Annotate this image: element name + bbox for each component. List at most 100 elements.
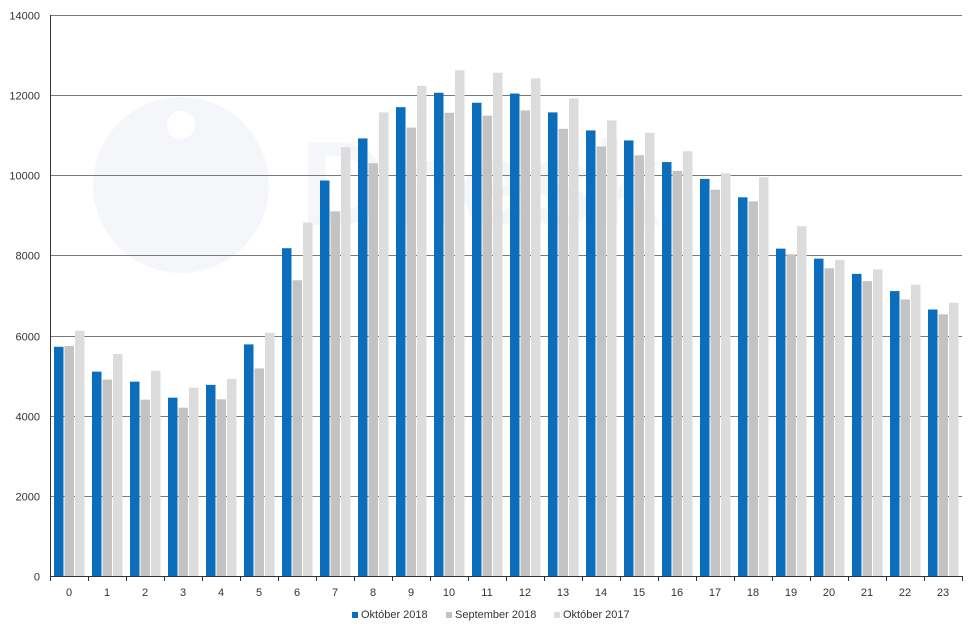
- bar: [786, 254, 796, 577]
- bars: [54, 70, 959, 577]
- bar: [928, 309, 938, 576]
- bar: [710, 189, 720, 576]
- bar: [738, 197, 748, 576]
- bar: [558, 128, 568, 577]
- bar: [890, 291, 900, 576]
- bar: [417, 85, 427, 577]
- x-tick-label: 22: [899, 587, 911, 599]
- bar: [292, 280, 302, 576]
- axes: [50, 15, 963, 581]
- legend-swatch: [554, 612, 560, 618]
- x-tick-label: 23: [937, 587, 949, 599]
- bar: [64, 345, 74, 576]
- bar: [938, 314, 948, 576]
- x-axis-tick-labels: 0 1 2 3 4 5 6 7 8 9 10 11 12 13 14 15 16 17 18 19 20 21 22 23: [66, 587, 949, 599]
- bar: [482, 115, 492, 576]
- legend: Október 2018 September 2018 Október 2017: [352, 609, 630, 621]
- bar: [683, 151, 693, 577]
- y-axis-tick-labels: 0 2000 4000 6000 8000 10000 12000 14000: [9, 11, 40, 584]
- bar: [624, 140, 634, 577]
- legend-label: Október 2018: [361, 609, 428, 621]
- y-tick-label: 6000: [16, 332, 40, 344]
- x-tick-label: 12: [519, 587, 531, 599]
- x-tick-label: 6: [294, 587, 300, 599]
- bar: [303, 222, 313, 576]
- bar: [596, 146, 606, 576]
- bar: [244, 344, 254, 576]
- bar: [102, 379, 112, 576]
- bar: [320, 180, 330, 576]
- bar: [54, 346, 64, 576]
- bar: [797, 226, 807, 576]
- bar: [852, 273, 862, 576]
- x-tick-label: 19: [785, 587, 797, 599]
- bar: [358, 138, 368, 577]
- bar: [368, 163, 378, 576]
- bar: [634, 155, 644, 576]
- bar: [472, 102, 482, 576]
- bar: [396, 107, 406, 576]
- x-tick-label: 4: [218, 587, 224, 599]
- bar: [520, 110, 530, 577]
- bar: [282, 248, 292, 576]
- y-tick-label: 0: [34, 572, 40, 584]
- bar: [672, 170, 682, 576]
- y-tick-label: 4000: [16, 412, 40, 424]
- gridlines: [50, 15, 962, 497]
- x-tick-label: 16: [671, 587, 683, 599]
- bar: [178, 407, 188, 576]
- bar: [227, 378, 237, 576]
- bar: [721, 173, 731, 576]
- bar: [607, 120, 617, 576]
- x-tick-label: 0: [66, 587, 72, 599]
- bar: [900, 299, 910, 576]
- bar: [130, 381, 140, 576]
- y-tick-label: 10000: [9, 171, 40, 183]
- bar: [151, 370, 161, 576]
- x-tick-label: 17: [709, 587, 721, 599]
- x-tick-label: 9: [408, 587, 414, 599]
- bar: [748, 201, 758, 576]
- bar: [341, 147, 351, 577]
- bar: [75, 330, 85, 576]
- bar: [493, 72, 503, 576]
- bar: [92, 371, 102, 576]
- x-tick-label: 20: [823, 587, 835, 599]
- legend-swatch: [446, 612, 452, 618]
- bar: [265, 332, 275, 576]
- bar: [330, 211, 340, 576]
- y-tick-label: 8000: [16, 251, 40, 263]
- x-tick-label: 8: [370, 587, 376, 599]
- bar: [911, 284, 921, 576]
- bar: [113, 354, 123, 576]
- bar: [949, 302, 959, 576]
- bar: [814, 258, 824, 576]
- bar: [873, 269, 883, 576]
- x-tick-label: 14: [595, 587, 607, 599]
- x-tick-label: 18: [747, 587, 759, 599]
- x-tick-label: 1: [104, 587, 110, 599]
- bar: [455, 70, 465, 577]
- y-tick-label: 14000: [9, 11, 40, 23]
- bar: [835, 259, 845, 576]
- legend-swatch: [352, 612, 358, 618]
- bar: [189, 387, 199, 576]
- x-tick-label: 7: [332, 587, 338, 599]
- bar: [206, 384, 216, 576]
- bar: [434, 92, 444, 577]
- y-tick-label: 2000: [16, 492, 40, 504]
- x-tick-label: 3: [180, 587, 186, 599]
- bar: [216, 399, 226, 576]
- bar: [379, 112, 389, 577]
- bar: [569, 98, 579, 576]
- x-tick-label: 21: [861, 587, 873, 599]
- x-tick-label: 2: [142, 587, 148, 599]
- bar: [862, 281, 872, 576]
- bar: [510, 93, 520, 576]
- bar: [406, 127, 416, 576]
- bar: [700, 178, 710, 576]
- x-tick-label: 5: [256, 587, 262, 599]
- bar: [586, 130, 596, 576]
- bar: [531, 78, 541, 576]
- bar: [168, 397, 178, 576]
